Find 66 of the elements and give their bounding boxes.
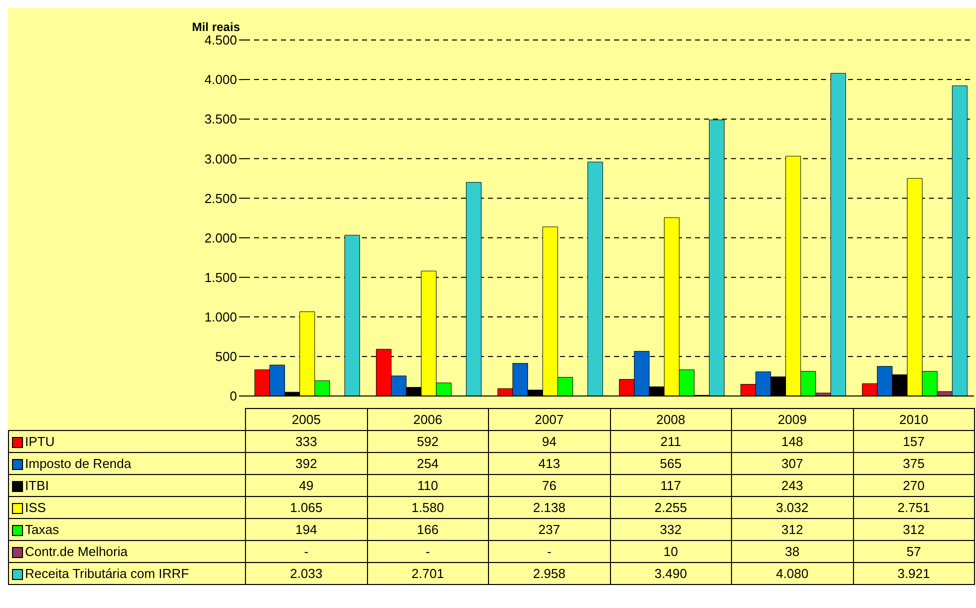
y-tick-label: 4.000 — [204, 72, 237, 88]
y-tick-label: 2.000 — [204, 230, 237, 246]
y-tick-label: 1.500 — [204, 270, 237, 285]
y-tick-label: 2.500 — [204, 190, 237, 206]
data-label: 375 — [853, 452, 974, 474]
data-label: 194 — [246, 518, 367, 540]
data-label: 2.701 — [367, 562, 488, 584]
y-tick-label: 0 — [230, 388, 237, 404]
data-label: 413 — [488, 452, 610, 474]
legend-label: IPTU — [25, 434, 55, 449]
data-label: 332 — [610, 518, 732, 540]
x-tick-label: 2006 — [367, 408, 488, 430]
data-label: 4.080 — [732, 562, 853, 584]
data-label: 3.490 — [610, 562, 732, 584]
data-label: 110 — [367, 474, 488, 496]
x-tick-label: 2009 — [732, 408, 853, 430]
y-tick-label: 500 — [215, 349, 237, 364]
data-label: 237 — [488, 518, 610, 540]
data-label: 2.255 — [610, 496, 732, 518]
x-tick-label: 2008 — [610, 408, 732, 430]
data-label: 392 — [246, 452, 367, 474]
data-label: 333 — [246, 430, 367, 452]
legend-label: Imposto de Renda — [25, 456, 132, 471]
data-label: 312 — [732, 518, 853, 540]
x-tick-label: 2007 — [488, 408, 610, 430]
legend-label: Contr.de Melhoria — [25, 544, 128, 559]
data-label: 1.065 — [246, 496, 367, 518]
data-label: 211 — [610, 430, 732, 452]
data-label: 270 — [853, 474, 974, 496]
data-label: 307 — [732, 452, 853, 474]
legend-label: ITBI — [25, 478, 49, 493]
data-label: 94 — [488, 430, 610, 452]
data-label: 2.033 — [246, 562, 367, 584]
data-label: 3.921 — [853, 562, 974, 584]
data-label: 76 — [488, 474, 610, 496]
data-label: 1.580 — [367, 496, 488, 518]
legend-label: ISS — [25, 500, 46, 515]
data-label: 49 — [246, 474, 367, 496]
text: - — [547, 544, 552, 559]
data-label: 117 — [610, 474, 732, 496]
data-label: 2.958 — [488, 562, 610, 584]
data-label: 148 — [732, 430, 853, 452]
y-tick-label: 3.000 — [204, 151, 237, 166]
x-tick-label: 2005 — [246, 408, 367, 430]
y-axis-title: Mil reais — [192, 20, 240, 34]
data-label: 243 — [732, 474, 853, 496]
data-label: 3.032 — [732, 496, 853, 518]
data-label: 592 — [367, 430, 488, 452]
data-label: 57 — [853, 540, 974, 562]
data-label: 38 — [732, 540, 853, 562]
data-label: 157 — [853, 430, 974, 452]
x-tick-label: 2010 — [853, 408, 974, 430]
y-tick-label: 1.000 — [204, 310, 237, 325]
data-label: 565 — [610, 452, 732, 474]
data-label: 312 — [853, 518, 974, 540]
data-label: 10 — [610, 540, 732, 562]
y-tick-label: 3.500 — [204, 112, 237, 127]
data-label: 2.751 — [853, 496, 974, 518]
text: - — [426, 544, 430, 559]
data-label: 166 — [367, 518, 488, 540]
text: - — [304, 544, 308, 559]
legend-label: Taxas — [25, 522, 59, 537]
data-label: 254 — [367, 452, 488, 474]
data-label: 2.138 — [488, 496, 610, 518]
y-tick-label: 4.500 — [204, 32, 237, 48]
legend-label: Receita Tributária com IRRF — [25, 566, 189, 581]
